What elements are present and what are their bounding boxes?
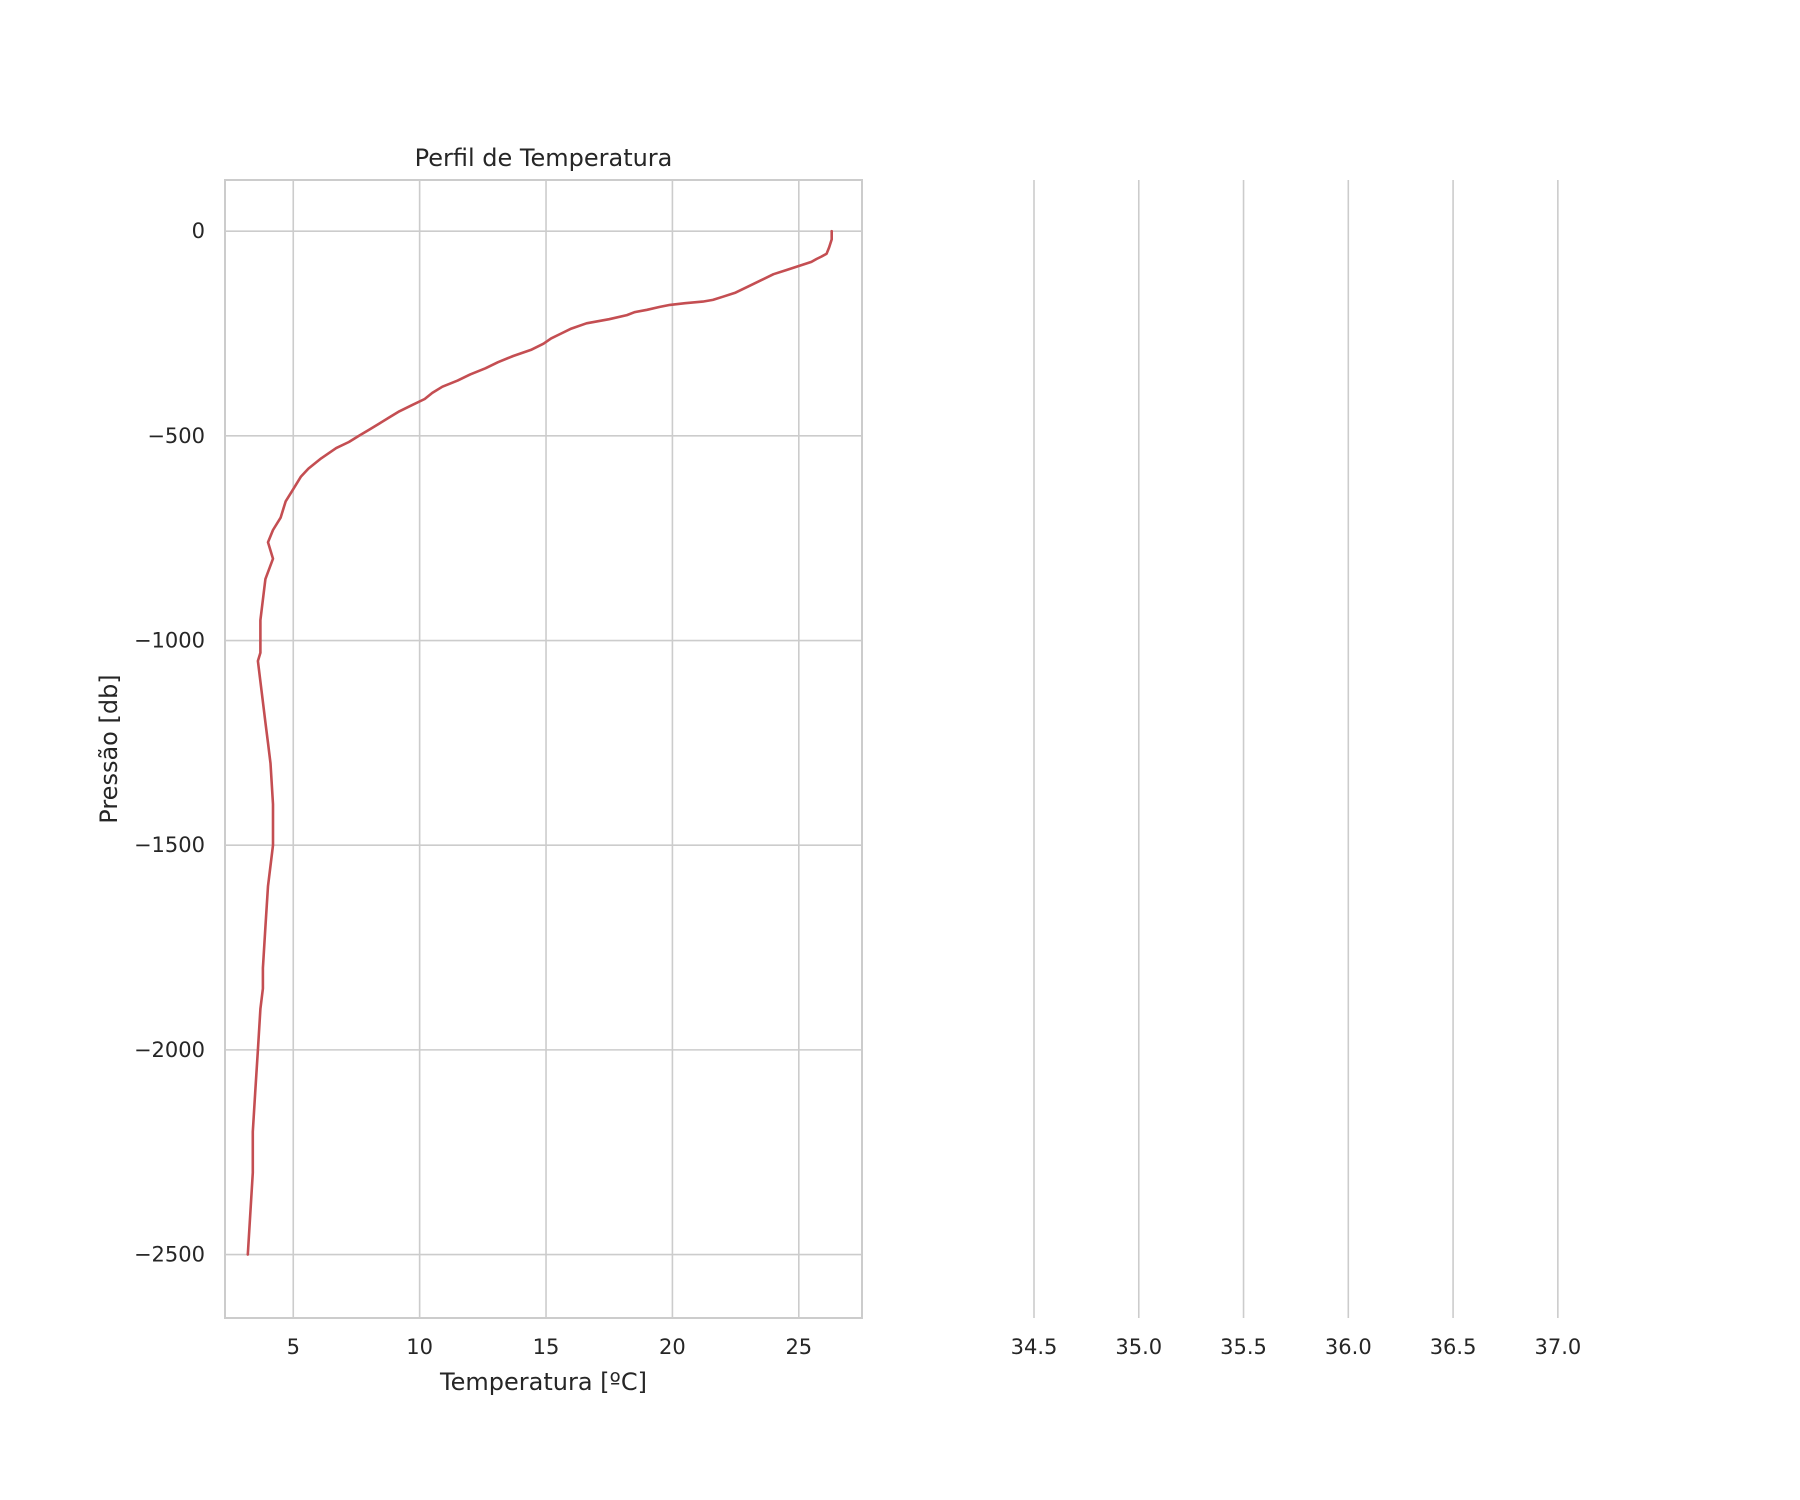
salinity-x-tick-label: 37.0 [1534, 1335, 1581, 1359]
salinity-x-tick-label: 36.5 [1430, 1335, 1477, 1359]
temperature-x-axis-label: Temperatura [ºC] [439, 1368, 647, 1396]
temperature-x-tick-label: 15 [533, 1335, 560, 1359]
temperature-y-tick-label: −2000 [134, 1038, 205, 1062]
temperature-x-tick-label: 20 [659, 1335, 686, 1359]
temperature-y-tick-label: −2500 [134, 1243, 205, 1267]
temperature-y-tick-label: 0 [192, 219, 205, 243]
temperature-axes-frame [224, 179, 863, 1319]
temperature-y-tick-label: −1500 [134, 833, 205, 857]
temperature-x-tick-label: 5 [287, 1335, 300, 1359]
temperature-y-axis-label: Pressão [db] [95, 674, 123, 823]
temperature-chart-title: Perfil de Temperatura [415, 144, 673, 172]
temperature-y-tick-label: −1000 [134, 629, 205, 653]
salinity-x-tick-label: 34.5 [1011, 1335, 1058, 1359]
temperature-x-tick-label: 10 [406, 1335, 433, 1359]
salinity-x-tick-label: 36.0 [1325, 1335, 1372, 1359]
temperature-profile-chart: 5 10 15 20 25 0 −500 −1000 −1500 −2000 −2500 Perfil… [95, 144, 863, 1396]
salinity-x-tick-label: 35.5 [1220, 1335, 1267, 1359]
temperature-profile-line [246, 229, 834, 1256]
temperature-y-tick-label: −500 [147, 424, 205, 448]
temperature-x-tick-label: 25 [785, 1335, 812, 1359]
salinity-x-tick-label: 35.0 [1115, 1335, 1162, 1359]
salinity-profile-chart: 34.5 35.0 35.5 36.0 36.5 37.0 [1011, 180, 1581, 1359]
